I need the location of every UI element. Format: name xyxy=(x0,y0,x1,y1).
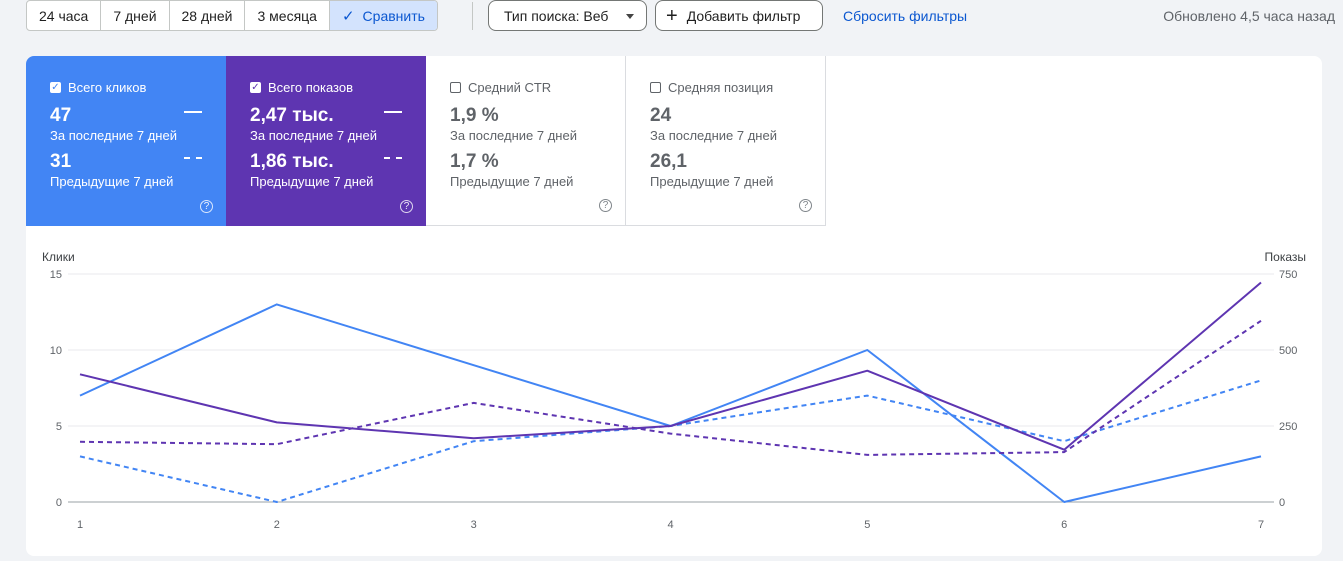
metric-previous-value: 31 xyxy=(50,151,72,172)
metric-current-value: 1,9 % xyxy=(450,105,499,126)
reset-filters-link[interactable]: Сбросить фильтры xyxy=(843,8,968,24)
add-filter-button[interactable]: + Добавить фильтр xyxy=(655,0,823,31)
left-tick-label: 0 xyxy=(56,497,62,509)
left-tick-label: 15 xyxy=(50,269,62,281)
help-icon[interactable]: ? xyxy=(200,200,213,213)
range-3m-button[interactable]: 3 месяца xyxy=(245,1,330,30)
metric-current-period: За последние 7 дней xyxy=(650,128,777,143)
x-tick-label: 6 xyxy=(1061,519,1067,531)
metric-previous-value: 26,1 xyxy=(650,151,687,172)
metric-card-ctr[interactable]: Средний CTR 1,9 % За последние 7 дней 1,… xyxy=(426,56,626,226)
performance-line-chart: Клики Показы 0 5 10 15 0 250 500 750 1 2 3 4 5 6 7 xyxy=(42,250,1306,531)
metric-card-position[interactable]: Средняя позиция 24 За последние 7 дней 2… xyxy=(626,56,826,226)
chart-lines xyxy=(79,281,1262,503)
checkbox-unchecked-icon[interactable] xyxy=(650,82,661,93)
right-tick-label: 750 xyxy=(1279,269,1297,281)
metric-previous-period: Предыдущие 7 дней xyxy=(50,174,174,189)
metric-label: Средняя позиция xyxy=(668,80,774,95)
metric-previous-period: Предыдущие 7 дней xyxy=(250,174,374,189)
metric-previous-period: Предыдущие 7 дней xyxy=(450,174,574,189)
x-tick-label: 5 xyxy=(864,519,870,531)
chart-grid xyxy=(68,273,1274,503)
dashed-line-legend-icon xyxy=(384,157,402,159)
right-tick-label: 500 xyxy=(1279,345,1297,357)
range-7d-button[interactable]: 7 дней xyxy=(101,1,170,30)
x-tick-label: 1 xyxy=(77,519,83,531)
metric-current-value: 47 xyxy=(50,105,72,126)
metric-current-value: 24 xyxy=(650,105,672,126)
toolbar-divider xyxy=(472,2,473,30)
metric-header: Средняя позиция xyxy=(650,80,773,95)
metric-previous-period: Предыдущие 7 дней xyxy=(650,174,774,189)
metric-card-impressions[interactable]: ✓ Всего показов 2,47 тыс. За последние 7… xyxy=(226,56,426,226)
metric-current-value: 2,47 тыс. xyxy=(250,105,334,126)
series-line-right-solid xyxy=(79,281,1262,451)
add-filter-label: Добавить фильтр xyxy=(686,7,801,24)
search-type-dropdown[interactable]: Тип поиска: Веб xyxy=(488,0,647,31)
metric-label: Средний CTR xyxy=(468,80,552,95)
metric-previous-value: 1,86 тыс. xyxy=(250,151,334,172)
solid-line-legend-icon xyxy=(384,111,402,113)
metric-current-period: За последние 7 дней xyxy=(450,128,577,143)
x-tick-label: 2 xyxy=(274,519,280,531)
checkbox-unchecked-icon[interactable] xyxy=(450,82,461,93)
metric-previous-value: 1,7 % xyxy=(450,151,499,172)
search-type-label: Тип поиска: Веб xyxy=(504,7,609,24)
dashed-line-legend-icon xyxy=(184,157,202,159)
right-tick-label: 0 xyxy=(1279,497,1285,509)
plus-icon: + xyxy=(666,4,678,27)
x-tick-label: 7 xyxy=(1258,519,1264,531)
series-line-right-dashed xyxy=(79,319,1262,456)
range-24h-button[interactable]: 24 часа xyxy=(27,1,102,30)
right-tick-label: 250 xyxy=(1279,421,1297,433)
solid-line-legend-icon xyxy=(184,111,202,113)
left-tick-label: 5 xyxy=(56,421,62,433)
series-line-left-dashed xyxy=(79,379,1262,503)
caret-down-icon xyxy=(626,14,634,19)
performance-card: ✓ Всего кликов 47 За последние 7 дней 31… xyxy=(26,56,1322,556)
metric-header: ✓ Всего показов xyxy=(250,80,353,95)
toolbar: 24 часа 7 дней 28 дней 3 месяца ✓ Сравни… xyxy=(0,0,1343,32)
range-28d-button[interactable]: 28 дней xyxy=(170,1,246,30)
updated-status: Обновлено 4,5 часа назад xyxy=(1163,8,1335,24)
metric-header: ✓ Всего кликов xyxy=(50,80,146,95)
left-tick-label: 10 xyxy=(50,345,62,357)
metric-label: Всего кликов xyxy=(68,80,147,95)
chart-ticks: 0 5 10 15 0 250 500 750 1 2 3 4 5 6 7 xyxy=(50,269,1298,531)
compare-label: Сравнить xyxy=(362,7,425,24)
help-icon[interactable]: ? xyxy=(799,199,812,212)
metric-header: Средний CTR xyxy=(450,80,551,95)
help-icon[interactable]: ? xyxy=(599,199,612,212)
metric-label: Всего показов xyxy=(268,80,353,95)
x-tick-label: 3 xyxy=(471,519,477,531)
date-range-selector: 24 часа 7 дней 28 дней 3 месяца ✓ Сравни… xyxy=(26,0,438,31)
metric-current-period: За последние 7 дней xyxy=(250,128,377,143)
help-icon[interactable]: ? xyxy=(400,200,413,213)
x-tick-label: 4 xyxy=(667,519,673,531)
left-axis-title: Клики xyxy=(42,250,75,264)
checkbox-checked-icon[interactable]: ✓ xyxy=(50,81,61,93)
compare-button[interactable]: ✓ Сравнить xyxy=(329,1,437,30)
checkbox-checked-icon[interactable]: ✓ xyxy=(250,81,261,93)
metric-card-clicks[interactable]: ✓ Всего кликов 47 За последние 7 дней 31… xyxy=(26,56,226,226)
right-axis-title: Показы xyxy=(1265,250,1306,264)
series-line-left-solid xyxy=(79,303,1262,503)
metric-current-period: За последние 7 дней xyxy=(50,128,177,143)
checkmark-icon: ✓ xyxy=(341,7,355,25)
